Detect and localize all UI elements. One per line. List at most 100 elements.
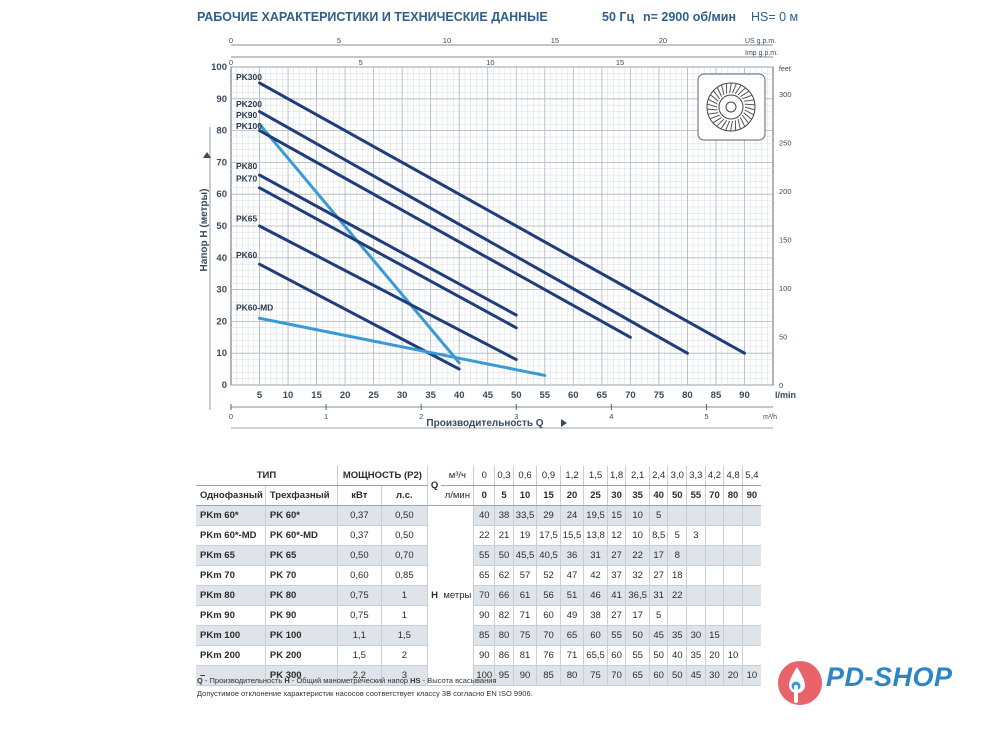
power-header: МОЩНОСТЬ (P2) [337,466,428,486]
head-value [705,545,725,566]
three-phase-header: Трехфазный [265,485,338,506]
table-row: PKm 200 PK 200 1,5 2 90 86 81 76 71 65,5 60 55 50 40 3… [196,645,761,666]
power-hp: 0,85 [381,565,428,586]
head-value: 65 [473,565,496,586]
feet-tick-label: 100 [779,284,792,293]
head-value: 10 [625,505,650,526]
head-value: 60 [583,625,608,646]
meters-unit: метры [441,505,475,686]
head-value: 55 [473,545,496,566]
head-value [723,565,743,586]
head-value: 55 [625,645,650,666]
q-m3h-cell: 3,0 [667,466,688,486]
power-kw: 0,37 [337,525,382,546]
head-value [723,505,743,526]
impeller-vane [720,120,728,130]
head-value: 70 [473,585,496,606]
table-header-row-1: ТИП МОЩНОСТЬ (P2) Q м³/ч 0 0,3 0,6 0,9 1… [196,466,761,506]
head-value [742,625,761,646]
x-tick-label: 10 [283,390,294,401]
impeller-vane [712,116,722,124]
head-value: 8 [667,545,688,566]
table-header-row-2: Однофазный Трехфазный кВт л.с. л/мин 0 5… [196,485,761,506]
logo-drop-icon [778,661,822,705]
head-value: 22 [625,545,650,566]
head-value [686,565,706,586]
q-lmin-cell: 30 [607,485,627,506]
impeller-vane [713,90,721,100]
power-kw: 2,2 [337,665,382,686]
impeller-vane [710,94,719,102]
head-value: 21 [494,525,514,546]
head-value: 10 [625,525,650,546]
head-value [723,545,743,566]
head-value: 22 [667,585,688,606]
head-value: 17 [649,545,669,566]
x-tick-label: 25 [368,390,379,401]
head-value: 24 [560,505,585,526]
power-hp: 0,50 [381,505,428,526]
head-value [723,605,743,626]
pd-shop-logo: PD-SHOP [776,655,976,713]
imp-gpm-unit: Imp g.p.m. [745,50,778,57]
head-value: 35 [667,625,688,646]
curve-label: PK60 [236,250,258,260]
x-tick-label: 15 [311,390,322,401]
single-phase-model: PKm 200 [196,645,266,666]
curve-label: PK65 [236,213,258,223]
q-lmin-cell: 40 [649,485,669,506]
head-value: 3 [686,525,706,546]
head-value: 15 [607,505,627,526]
three-phase-model: PK 200 [265,645,338,666]
head-value: 45,5 [513,545,538,566]
power-kw: 0,37 [337,505,382,526]
head-value: 30 [705,665,725,686]
single-phase-model: PKm 90 [196,605,266,626]
head-value: 61 [513,585,538,606]
impeller-vane [737,87,746,96]
three-phase-model: PK 80 [265,585,338,606]
head-value: 40 [667,645,688,666]
head-value: 40 [473,505,496,526]
table-row: PKm 80 PK 80 0,75 1 70 66 61 56 51 46 41 36,5 31 22 [196,585,761,606]
single-phase-model: – [196,665,266,686]
single-phase-model: PKm 70 [196,565,266,586]
head-value: 100 [473,665,496,686]
head-value: 71 [560,645,585,666]
head-value: 10 [742,665,761,686]
single-phase-model: PKm 60* [196,505,266,526]
q-lmin-cell: 15 [536,485,561,506]
table-row: – PK 300 2,2 3 100 95 90 85 80 75 70 65 60 50 45 30 20 10 [196,665,761,686]
impeller-vane [737,119,741,130]
impeller-vane [743,99,755,102]
head-value: 47 [560,565,585,586]
impeller-vane [721,84,725,95]
us-gpm-tick-label: 15 [551,36,559,45]
q-header: Q [427,466,442,506]
three-phase-model: PK 70 [265,565,338,586]
head-value [705,525,725,546]
head-value: 80 [560,665,585,686]
q-m3h-cell: 5,4 [742,466,761,486]
curve-pk60-md [258,316,547,377]
head-value [742,605,761,626]
head-value: 27 [607,605,627,626]
impeller-vane [725,120,730,131]
head-value [686,505,706,526]
x-tick-label: 85 [711,390,722,401]
impeller-vane [707,108,718,111]
curve-pk100 [258,129,632,339]
impeller-vane [744,103,755,106]
impeller-vane [740,90,750,98]
head-value [723,525,743,546]
head-value: 50 [649,645,669,666]
head-value: 27 [607,545,627,566]
curve-pk80 [258,173,518,317]
single-phase-model: PKm 65 [196,545,266,566]
head-value: 65 [560,625,585,646]
curve-label: PK70 [236,174,258,184]
imp-gpm-tick-label: 0 [229,58,233,67]
m3h-tick-label: 1 [324,412,328,421]
head-value: 40,5 [536,545,561,566]
y-axis-title: Напор H (метры) [199,189,210,272]
